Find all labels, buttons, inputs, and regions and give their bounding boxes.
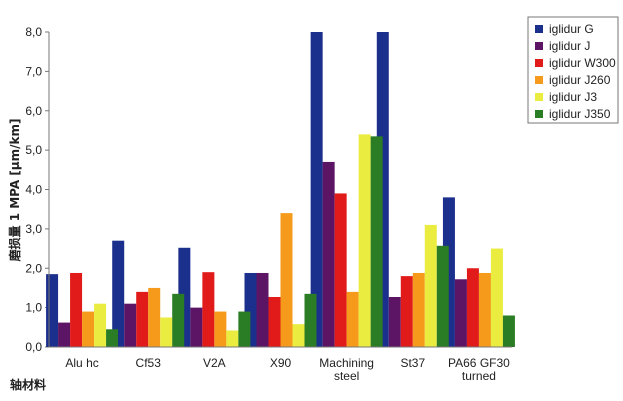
bar xyxy=(334,193,347,347)
x-tick-label: PA66 GF30 xyxy=(448,356,510,370)
bar xyxy=(268,296,281,347)
legend-label: iglidur G xyxy=(549,22,594,36)
legend-label: iglidur J260 xyxy=(549,73,611,87)
x-tick-label: Machining xyxy=(319,356,374,370)
bar xyxy=(346,291,359,347)
x-tick-label: steel xyxy=(334,369,359,383)
legend-swatch xyxy=(535,110,543,118)
x-tick-label: Cf53 xyxy=(136,356,162,370)
y-tick-label: 8,0 xyxy=(25,25,42,39)
bar xyxy=(82,311,95,347)
y-tick-label: 0,0 xyxy=(25,340,42,354)
bar-group xyxy=(46,32,515,347)
y-tick-label: 1,0 xyxy=(25,301,42,315)
bar xyxy=(310,32,323,347)
x-tick-label: X90 xyxy=(270,356,292,370)
bar xyxy=(370,136,383,347)
bar xyxy=(292,324,305,347)
legend-swatch xyxy=(535,42,543,50)
bar xyxy=(214,311,227,347)
legend-swatch xyxy=(535,76,543,84)
bar xyxy=(490,248,503,347)
y-tick-label: 7,0 xyxy=(25,64,42,78)
bar xyxy=(238,311,251,347)
bar xyxy=(172,293,185,347)
bar xyxy=(322,161,335,347)
legend-label: iglidur J xyxy=(549,39,590,53)
bar xyxy=(160,317,173,347)
legend-swatch xyxy=(535,93,543,101)
bar xyxy=(148,287,161,347)
bar xyxy=(124,303,137,347)
y-tick-label: 3,0 xyxy=(25,222,42,236)
legend: iglidur G iglidur J iglidur W300 iglidur J2… xyxy=(527,16,619,124)
y-tick-label: 5,0 xyxy=(25,143,42,157)
bar xyxy=(358,134,371,347)
y-tick-label: 4,0 xyxy=(25,183,42,197)
x-tick-label: V2A xyxy=(203,356,226,370)
bar xyxy=(136,291,149,347)
bar xyxy=(190,307,203,347)
bar xyxy=(112,240,125,347)
legend-swatch xyxy=(535,25,543,33)
bar xyxy=(478,272,491,347)
bar xyxy=(424,224,437,347)
bar xyxy=(202,272,215,347)
legend-box xyxy=(527,16,619,124)
bar xyxy=(388,296,401,347)
bar xyxy=(58,322,71,347)
bar xyxy=(454,279,467,347)
bar xyxy=(466,268,479,347)
bar xyxy=(280,213,293,347)
y-axis-ticks: 0,0 1,0 2,0 3,0 4,0 5,0 6,0 7,0 8,0 xyxy=(25,25,49,354)
y-axis-title: 磨损量 1 MPA [μm/km] xyxy=(7,119,22,263)
y-tick-label: 2,0 xyxy=(25,261,42,275)
x-tick-label: turned xyxy=(462,369,496,383)
y-tick-label: 6,0 xyxy=(25,104,42,118)
bar xyxy=(502,315,515,347)
x-tick-label: St37 xyxy=(400,356,425,370)
legend-label: iglidur W300 xyxy=(549,56,616,70)
bar xyxy=(226,330,239,347)
legend-swatch xyxy=(535,59,543,67)
bar xyxy=(256,272,269,347)
x-tick-label: Alu hc xyxy=(65,356,98,370)
bar xyxy=(94,303,107,347)
bar xyxy=(70,272,83,347)
bar xyxy=(106,329,119,347)
legend-label: iglidur J350 xyxy=(549,107,611,121)
legend-label: iglidur J3 xyxy=(549,90,597,104)
bar xyxy=(46,274,59,347)
bar xyxy=(436,245,449,347)
bar xyxy=(400,276,413,347)
bar xyxy=(304,293,317,347)
bar xyxy=(412,272,425,347)
x-axis-title: 轴材料 xyxy=(10,377,46,392)
